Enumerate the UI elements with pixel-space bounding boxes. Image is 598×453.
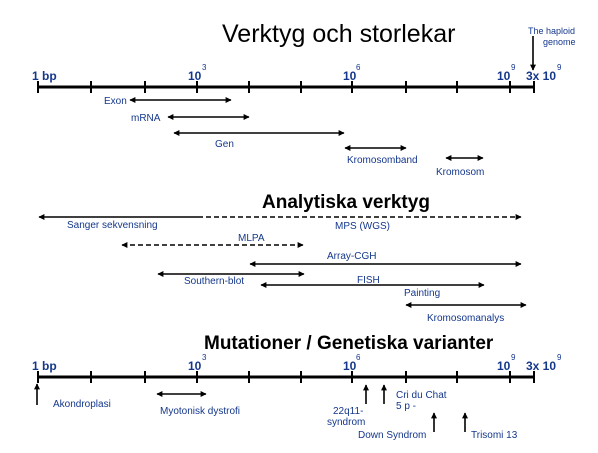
axis-top-exp9b: 9: [557, 63, 562, 72]
label-southern-blot: Southern-blot: [184, 276, 244, 287]
haploid-note-line1: The haploid: [528, 26, 575, 36]
axis-bottom-10e9: 10: [497, 359, 511, 373]
axis-bottom-10e6: 10: [343, 359, 357, 373]
axis-bottom-exp9b: 9: [557, 353, 562, 362]
axis-bottom-10e3: 10: [188, 359, 202, 373]
axis-bottom-exp9: 9: [511, 353, 516, 362]
axis-top-exp3: 3: [202, 63, 207, 72]
label-mrna: mRNA: [131, 113, 161, 124]
axis-top-10e9: 10: [497, 69, 511, 83]
axis-top-10e6: 10: [343, 69, 357, 83]
axis-top-exp6: 6: [356, 63, 361, 72]
label-painting: Painting: [404, 288, 440, 299]
label-fish: FISH: [357, 275, 380, 286]
label-kromosom: Kromosom: [436, 167, 484, 178]
haploid-note-line2: genome: [543, 37, 576, 47]
label-22q11-line1: 22q11-: [333, 406, 363, 417]
label-22q11-line2: syndrom: [327, 417, 365, 428]
label-array-cgh: Array-CGH: [327, 251, 376, 262]
axis-bottom-exp6: 6: [356, 353, 361, 362]
label-kromosomanalys: Kromosomanalys: [427, 313, 504, 324]
axis-top-exp9: 9: [511, 63, 516, 72]
label-akondroplasi: Akondroplasi: [53, 399, 111, 410]
label-kromosomband: Kromosomband: [347, 155, 418, 166]
label-exon: Exon: [104, 96, 127, 107]
axis-bottom-exp3: 3: [202, 353, 207, 362]
label-down-syndrom: Down Syndrom: [358, 430, 426, 441]
axis-top-10e3: 10: [188, 69, 202, 83]
label-trisomi-13: Trisomi 13: [471, 430, 518, 441]
label-mlpa: MLPA: [238, 233, 265, 244]
label-mps: MPS (WGS): [335, 221, 390, 232]
section-title-mutationer: Mutationer / Genetiska varianter: [204, 333, 494, 354]
axis-bottom-1bp: 1 bp: [32, 359, 57, 373]
axis-top-3x10: 3x 10: [526, 69, 556, 83]
label-gen: Gen: [215, 139, 234, 150]
label-cri-du-chat-line1: Cri du Chat: [396, 390, 447, 401]
label-cri-du-chat-line2: 5 p -: [396, 401, 416, 412]
label-myotonisk-dystrofi: Myotonisk dystrofi: [160, 406, 240, 417]
axis-top: [37, 81, 535, 93]
label-sanger: Sanger sekvensning: [67, 220, 158, 231]
page-title: Verktyg och storlekar: [222, 20, 455, 48]
axis-top-1bp: 1 bp: [32, 69, 57, 83]
axis-bottom: [37, 371, 535, 383]
section-title-analytiska: Analytiska verktyg: [262, 192, 430, 213]
axis-bottom-3x10: 3x 10: [526, 359, 556, 373]
